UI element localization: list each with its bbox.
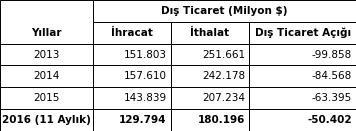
Text: 251.661: 251.661	[202, 50, 245, 60]
Bar	[93, 22, 171, 44]
Bar	[93, 109, 171, 131]
Text: 242.178: 242.178	[202, 71, 245, 81]
Text: -50.402: -50.402	[307, 115, 352, 125]
Text: -63.395: -63.395	[312, 93, 352, 103]
Text: 2015: 2015	[33, 93, 59, 103]
Bar	[249, 44, 356, 66]
Bar	[0, 66, 93, 87]
Bar	[171, 22, 249, 44]
Text: -99.858: -99.858	[312, 50, 352, 60]
Bar	[0, 87, 93, 109]
Bar	[93, 0, 356, 22]
Text: 207.234: 207.234	[202, 93, 245, 103]
Text: 2014: 2014	[33, 71, 59, 81]
Bar	[249, 22, 356, 44]
Text: İthalat: İthalat	[190, 28, 230, 38]
Text: 143.839: 143.839	[124, 93, 167, 103]
Text: 157.610: 157.610	[124, 71, 167, 81]
Bar	[93, 87, 171, 109]
Bar	[0, 109, 93, 131]
Bar	[0, 0, 93, 44]
Text: Dış Ticaret (Milyon $): Dış Ticaret (Milyon $)	[161, 6, 288, 16]
Bar	[171, 109, 249, 131]
Text: İhracat: İhracat	[111, 28, 153, 38]
Bar	[249, 87, 356, 109]
Text: 2016 (11 Aylık): 2016 (11 Aylık)	[2, 115, 91, 125]
Bar	[0, 44, 93, 66]
Text: 2013: 2013	[33, 50, 59, 60]
Text: 151.803: 151.803	[124, 50, 167, 60]
Text: 129.794: 129.794	[119, 115, 167, 125]
Text: Yıllar: Yıllar	[31, 28, 62, 38]
Bar	[171, 44, 249, 66]
Bar	[249, 109, 356, 131]
Bar	[171, 66, 249, 87]
Text: -84.568: -84.568	[312, 71, 352, 81]
Bar	[93, 66, 171, 87]
Bar	[93, 44, 171, 66]
Bar	[171, 87, 249, 109]
Text: Dış Ticaret Açığı: Dış Ticaret Açığı	[255, 28, 351, 38]
Text: 180.196: 180.196	[198, 115, 245, 125]
Bar	[249, 66, 356, 87]
